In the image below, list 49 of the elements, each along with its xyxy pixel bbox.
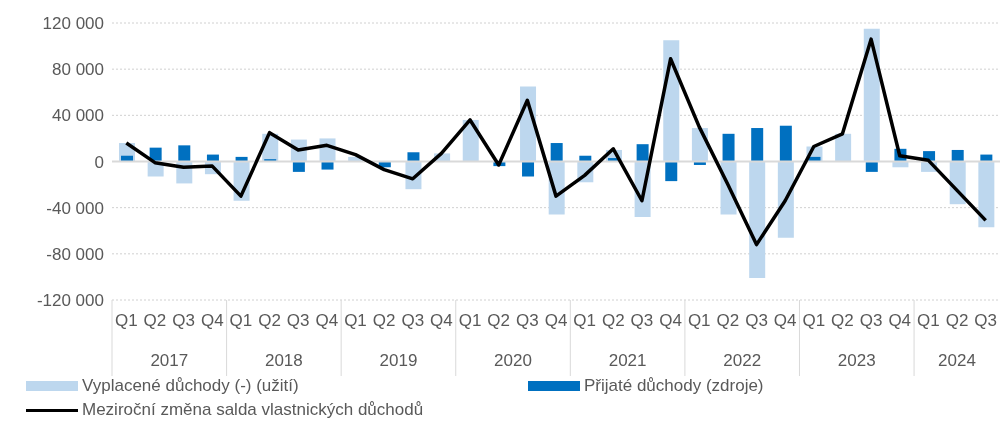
legend-label: Přijaté důchody (zdroje) [584, 376, 764, 396]
x-tick-label: Q1 [573, 311, 596, 330]
y-tick-label: 120 000 [42, 14, 104, 34]
legend-label: Meziroční změna salda vlastnických důchodů [82, 400, 424, 420]
x-tick-label: Q4 [430, 311, 453, 330]
x-tick-label: Q3 [859, 311, 883, 330]
text: 2017 [150, 351, 189, 370]
y-tick-label: -40 000 [46, 198, 104, 218]
x-tick-label: Q4 [544, 311, 568, 330]
x-tick-label: Q1 [458, 311, 482, 330]
y-tick-label: -80 000 [46, 244, 104, 264]
x-tick-label: Q2 [831, 311, 854, 330]
x-tick-label: Q2 [258, 311, 281, 330]
x-tick-label: Q4 [659, 311, 682, 330]
text: 2022 [723, 351, 762, 370]
y-tick-label: 80 000 [52, 60, 104, 80]
x-tick-label: Q3 [745, 311, 768, 330]
x-tick-label: Q1 [687, 311, 711, 330]
text: 2021 [608, 351, 647, 370]
x-tick-label: Q4 [315, 311, 339, 330]
x-tick-label: Q2 [143, 311, 167, 330]
x-tick-label: Q1 [917, 311, 940, 330]
x-tick-label: Q1 [802, 311, 826, 330]
text: 2018 [264, 351, 303, 370]
x-tick-label: Q1 [114, 311, 138, 330]
text: 2023 [837, 351, 876, 370]
x-tick-label: Q2 [601, 311, 625, 330]
x-tick-label: Q1 [229, 311, 253, 330]
x-tick-label: Q2 [945, 311, 969, 330]
x-tick-label: Q4 [773, 311, 797, 330]
x-tick-label: Q2 [487, 311, 511, 330]
x-tick-label: Q3 [172, 311, 195, 330]
x-tick-label: Q3 [401, 311, 425, 330]
x-tick-label: Q4 [200, 311, 224, 330]
x-tick-label: Q3 [516, 311, 539, 330]
x-tick-label: Q4 [888, 311, 912, 330]
text: 2019 [379, 351, 418, 370]
text: 2020 [494, 351, 532, 370]
y-tick-label: 0 [94, 152, 104, 172]
x-tick-label: Q2 [372, 311, 396, 330]
x-tick-label: Q1 [344, 311, 367, 330]
x-tick-label: Q2 [716, 311, 740, 330]
x-tick-label: Q3 [630, 311, 654, 330]
y-tick-label: 40 000 [52, 106, 104, 126]
x-tick-label: Q3 [286, 311, 310, 330]
text: 2024 [938, 351, 976, 370]
x-tick-label: Q3 [974, 311, 998, 330]
y-tick-label: -120 000 [36, 291, 104, 311]
legend-label: Vyplacené důchody (-) (užití) [82, 376, 299, 396]
